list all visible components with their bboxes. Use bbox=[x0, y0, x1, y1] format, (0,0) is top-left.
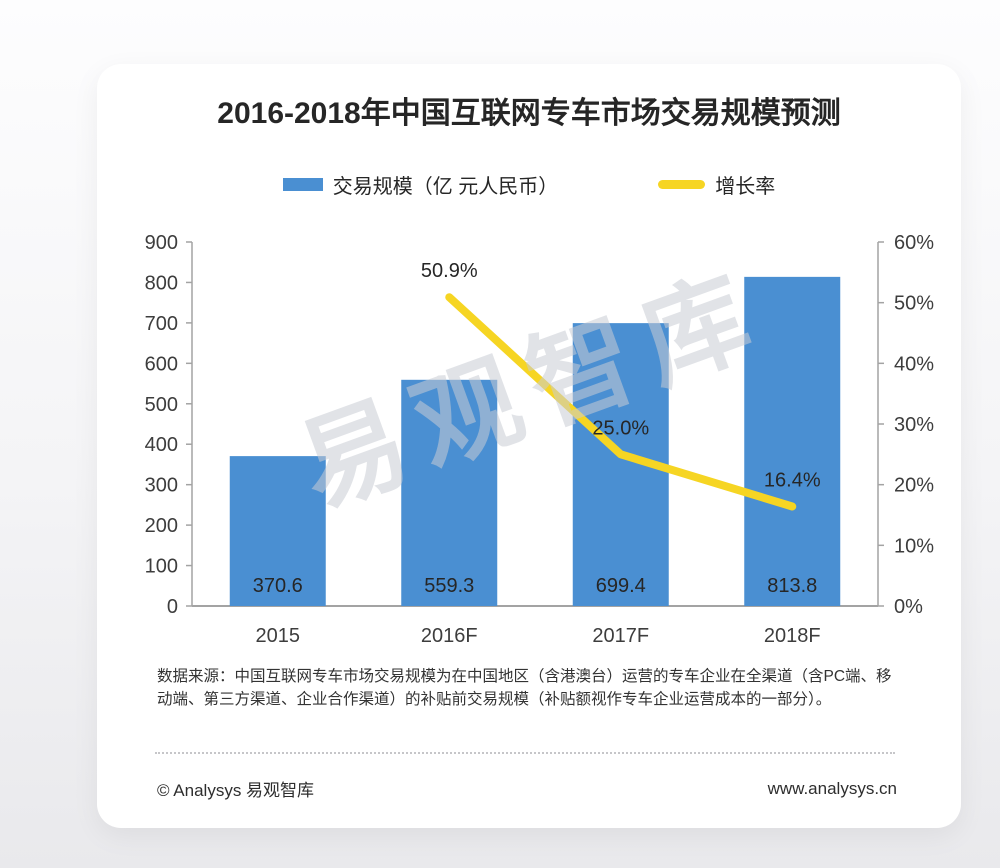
footer-divider bbox=[155, 752, 895, 754]
bar-2016F bbox=[401, 379, 498, 606]
left-axis-label: 400 bbox=[145, 434, 178, 456]
category-label: 2015 bbox=[256, 625, 301, 647]
bar-value-label: 559.3 bbox=[424, 575, 474, 597]
footer: © Analysys 易观智库 www.analysys.cn bbox=[157, 776, 897, 801]
chart-plot-area: 0 100 200 300 400 500 600 700 800 900 0% 10% 20% 30% 4… bbox=[145, 232, 935, 647]
chart-title: 2016-2018年中国互联网专车市场交易规模预测 bbox=[217, 97, 841, 130]
growth-point-label: 16.4% bbox=[764, 470, 821, 492]
right-axis-label: 50% bbox=[894, 293, 934, 315]
legend-item-growth-rate: 增长率 bbox=[658, 170, 775, 199]
bar-2015 bbox=[229, 456, 326, 606]
legend-label-transaction-scale: 交易规模（亿 元人民币） bbox=[332, 176, 559, 198]
legend-line-swatch-icon bbox=[658, 180, 706, 189]
footer-copyright: © Analysys 易观智库 bbox=[157, 781, 315, 800]
left-axis-label: 500 bbox=[145, 394, 178, 416]
right-axis-label: 30% bbox=[894, 414, 934, 436]
growth-point-label: 50.9% bbox=[421, 260, 478, 282]
left-axis-label: 800 bbox=[145, 272, 178, 294]
right-axis-label: 40% bbox=[894, 353, 934, 375]
growth-point-label: 25.0% bbox=[592, 417, 649, 439]
left-axis-label: 900 bbox=[145, 232, 178, 254]
left-axis-label: 300 bbox=[145, 475, 178, 497]
left-axis-label: 200 bbox=[145, 515, 178, 537]
legend-bar-swatch-icon bbox=[282, 178, 323, 191]
bar-value-label: 699.4 bbox=[596, 575, 646, 597]
category-label: 2017F bbox=[592, 625, 649, 647]
right-axis-label: 10% bbox=[894, 535, 934, 557]
left-axis-label: 700 bbox=[145, 313, 178, 335]
legend-label-growth-rate: 增长率 bbox=[715, 176, 776, 198]
growth-rate-line bbox=[445, 293, 797, 511]
bar-2018F bbox=[744, 276, 841, 606]
right-axis-label: 20% bbox=[894, 475, 934, 497]
category-label: 2016F bbox=[421, 625, 478, 647]
left-axis-label: 0 bbox=[167, 596, 178, 618]
legend: 交易规模（亿 元人民币） 增长率 bbox=[97, 170, 961, 199]
left-axis-label: 100 bbox=[145, 556, 178, 578]
category-label: 2018F bbox=[764, 625, 821, 647]
chart-card: 2016-2018年中国互联网专车市场交易规模预测 交易规模（亿 元人民币） 增… bbox=[97, 64, 961, 828]
legend-item-transaction-scale: 交易规模（亿 元人民币） bbox=[282, 170, 559, 199]
bar-value-label: 370.6 bbox=[253, 575, 303, 597]
footer-website: www.analysys.cn bbox=[767, 778, 897, 798]
bar-value-label: 813.8 bbox=[767, 575, 817, 597]
right-axis-label: 0% bbox=[894, 596, 923, 618]
source-note: 数据来源：中国互联网专车市场交易规模为在中国地区（含港澳台）运营的专车企业在全渠… bbox=[157, 668, 892, 708]
left-axis-label: 600 bbox=[145, 353, 178, 375]
right-axis-label: 60% bbox=[894, 232, 934, 254]
